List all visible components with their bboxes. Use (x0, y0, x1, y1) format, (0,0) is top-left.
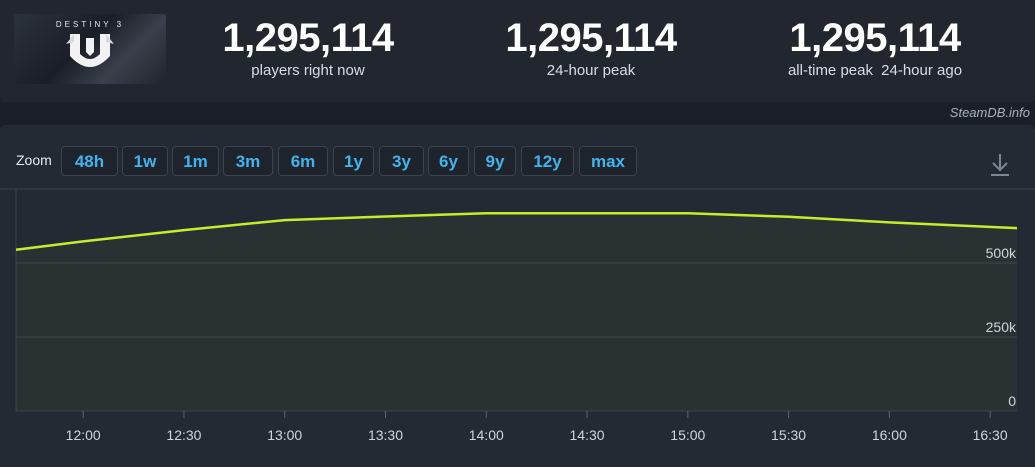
all-time-peak-time-link[interactable]: 24-hour ago (881, 62, 963, 79)
x-tick-label: 16:00 (872, 427, 907, 443)
download-icon[interactable] (988, 152, 1012, 178)
zoom-label: Zoom (16, 152, 52, 168)
stat-all-time-peak: 1,295,114 all-time peak 24-hour ago (755, 16, 995, 79)
stat-players-now: 1,295,114 players right now (188, 16, 428, 79)
all-time-peak-value: 1,295,114 (789, 16, 961, 60)
chart-series-line (15, 212, 1018, 251)
all-time-peak-labels: all-time peak 24-hour ago (755, 62, 995, 79)
x-tick-label: 14:30 (570, 427, 605, 443)
x-tick-label: 15:30 (771, 427, 806, 443)
chart-area-fill (16, 213, 1017, 411)
all-time-peak-label: all-time peak (787, 62, 873, 79)
stats-header: DESTINY 3 1,295,114 players right now 1,… (0, 0, 1035, 102)
stat-24h-peak: 1,295,114 24-hour peak (471, 16, 711, 79)
y-tick-label: 500k (986, 245, 1017, 261)
x-tick-label: 12:30 (166, 427, 201, 443)
zoom-6y-button[interactable]: 6y (428, 146, 469, 176)
game-logo[interactable]: DESTINY 3 (14, 14, 166, 84)
zoom-1w-button[interactable]: 1w (122, 146, 168, 176)
zoom-6m-button[interactable]: 6m (278, 146, 328, 176)
chart-panel (0, 125, 1035, 467)
zoom-3m-button[interactable]: 3m (223, 146, 273, 176)
zoom-1m-button[interactable]: 1m (172, 146, 219, 176)
y-tick-label: 0 (1008, 393, 1016, 409)
zoom-48h-button[interactable]: 48h (61, 146, 118, 176)
x-tick-label: 16:30 (973, 427, 1008, 443)
y-tick-label: 250k (986, 319, 1017, 335)
x-tick-label: 14:00 (469, 427, 504, 443)
zoom-max-button[interactable]: max (579, 146, 637, 176)
24h-peak-value: 1,295,114 (505, 16, 677, 60)
players-now-label: players right now (251, 62, 365, 79)
x-tick-label: 13:00 (267, 427, 302, 443)
x-tick-label: 15:00 (670, 427, 705, 443)
24h-peak-label: 24-hour peak (546, 62, 636, 79)
zoom-1y-button[interactable]: 1y (333, 146, 374, 176)
x-tick-label: 12:00 (66, 427, 101, 443)
zoom-12y-button[interactable]: 12y (521, 146, 574, 176)
zoom-9y-button[interactable]: 9y (474, 146, 516, 176)
game-logo-text: DESTINY 3 (55, 20, 125, 29)
x-tick-label: 13:30 (368, 427, 403, 443)
destiny-emblem-icon (66, 34, 114, 67)
players-now-value: 1,295,114 (222, 16, 394, 60)
steamdb-watermark[interactable]: SteamDB.info (949, 105, 1030, 120)
zoom-3y-button[interactable]: 3y (379, 146, 424, 176)
